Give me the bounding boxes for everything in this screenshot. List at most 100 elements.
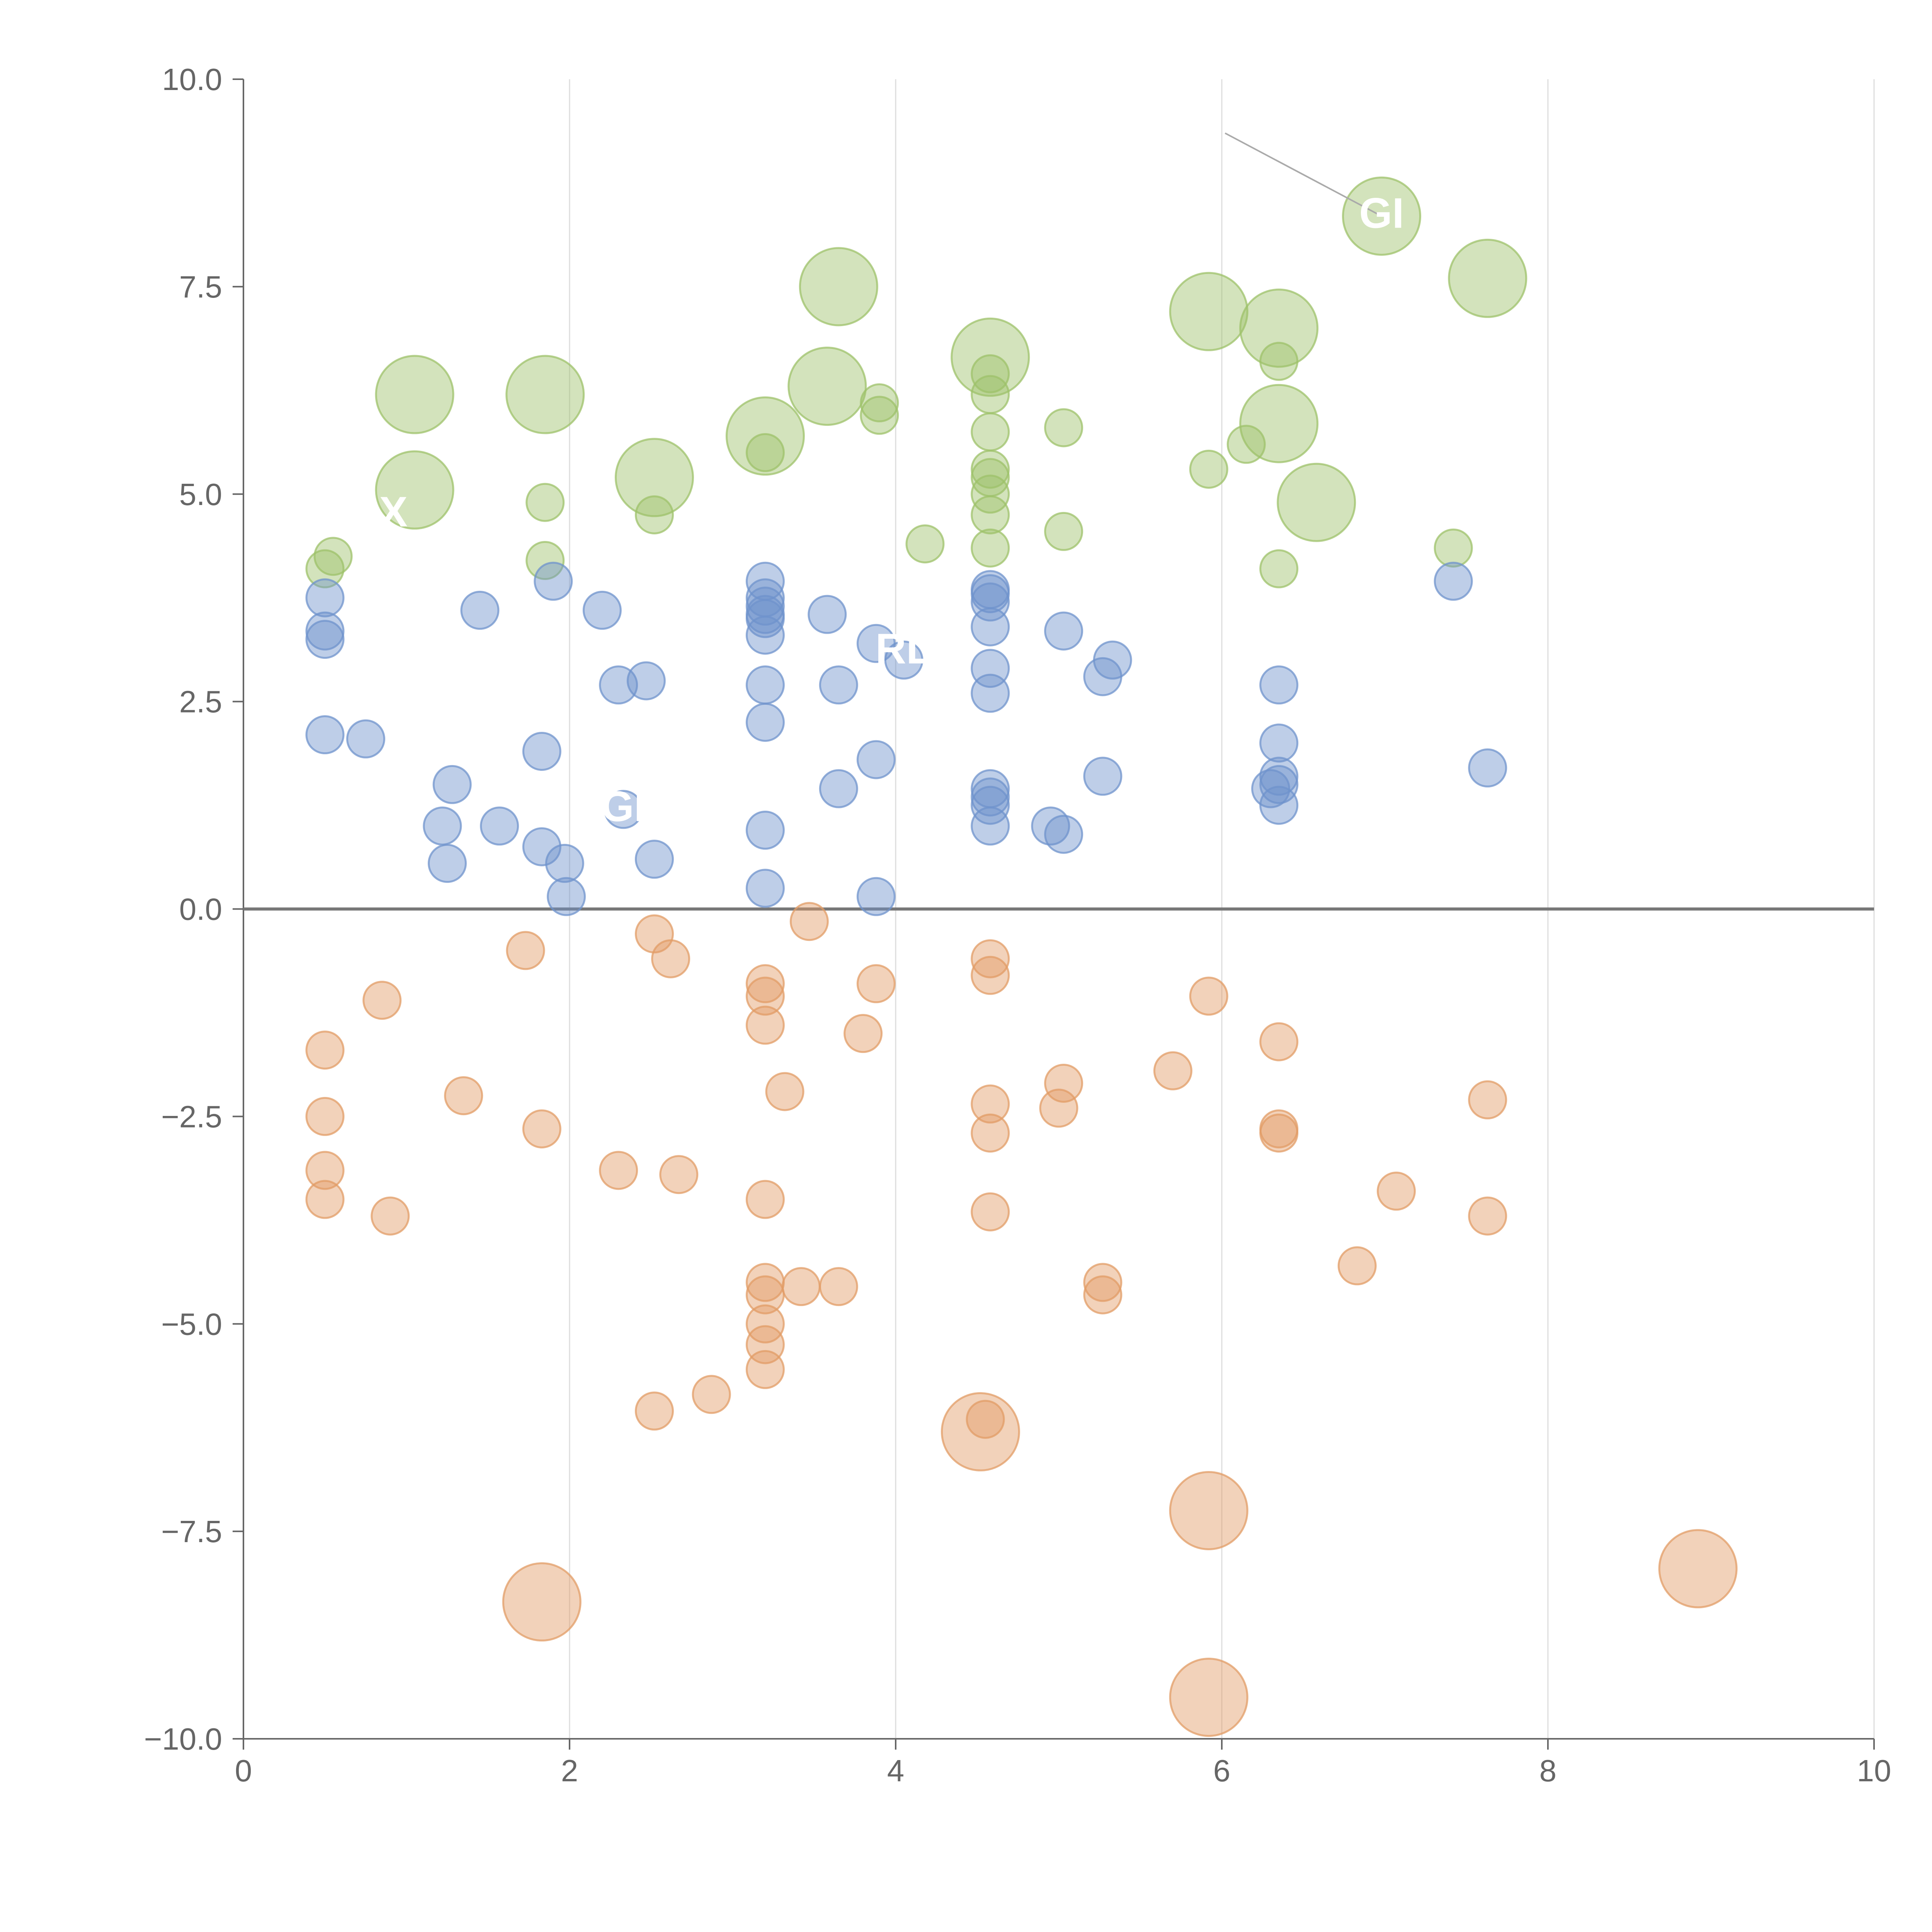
- orange-bubble: [506, 931, 545, 970]
- blue-bubble: [634, 840, 674, 879]
- blue-bubble: [745, 587, 785, 626]
- green-bubble: [971, 375, 1010, 414]
- green-bubble: [526, 483, 565, 522]
- orange-bubble: [1658, 1529, 1738, 1609]
- blue-bubble: [547, 877, 586, 916]
- blue-bubble: [971, 574, 1010, 613]
- blue-bubble: [856, 740, 896, 779]
- blue-bubble: [971, 607, 1010, 646]
- blue-bubble: [480, 806, 519, 846]
- green-bubble: [971, 528, 1010, 568]
- blue-bubble: [819, 769, 858, 808]
- orange-bubble: [1083, 1275, 1122, 1315]
- blue-bubble: [305, 620, 345, 659]
- green-bubble: [1277, 463, 1356, 542]
- point-annotations: GI RL GI X: [379, 132, 1404, 830]
- blue-bubble: [1044, 611, 1083, 651]
- orange-bubble: [502, 1562, 582, 1642]
- orange-bubble: [971, 956, 1010, 995]
- orange-bubble: [362, 981, 402, 1020]
- green-bubble: [787, 347, 867, 426]
- blue-bubble: [745, 616, 785, 655]
- orange-bubble: [634, 1391, 674, 1431]
- blue-bubble: [1093, 640, 1132, 680]
- orange-bubble: [745, 1304, 785, 1344]
- blue-bubble: [1468, 748, 1507, 787]
- blue-bubble: [522, 731, 561, 771]
- orange-bubble: [745, 964, 785, 1003]
- blue-bubble: [808, 595, 847, 634]
- blue-bubble: [745, 869, 785, 908]
- blue-bubble: [745, 810, 785, 850]
- blue-bubble: [856, 877, 896, 916]
- bubble-label: RL: [876, 625, 932, 673]
- blue-bubble: [971, 777, 1010, 817]
- green-bubble: [526, 541, 565, 580]
- orange-bubble: [856, 964, 896, 1003]
- green-bubble: [614, 438, 694, 517]
- orange-bubble: [745, 1005, 785, 1045]
- blue-bubble: [971, 786, 1010, 825]
- orange-bubble: [371, 1196, 410, 1236]
- green-bubble: [799, 247, 878, 327]
- blue-bubble: [1434, 561, 1473, 601]
- blue-bubble: [745, 702, 785, 742]
- blue-bubble: [971, 673, 1010, 713]
- x-tick-label: 4: [887, 1753, 905, 1788]
- orange-bubble: [1039, 1088, 1078, 1128]
- green-bubble: [905, 524, 945, 564]
- blue-bubble: [423, 806, 462, 846]
- blue-bubble: [1044, 815, 1083, 854]
- orange-bubble: [692, 1375, 731, 1414]
- green-bubble: [375, 355, 454, 434]
- y-tick-label: −7.5: [161, 1514, 222, 1549]
- orange-bubble: [651, 939, 690, 978]
- orange-bubble: [634, 914, 674, 954]
- green-bubble: [1448, 238, 1527, 318]
- blue-bubble: [1259, 786, 1299, 825]
- blue-bubble: [346, 719, 385, 759]
- orange-bubble: [745, 976, 785, 1016]
- blue-bubble: [305, 578, 345, 617]
- orange-bubble: [599, 1151, 638, 1190]
- orange-bubble: [971, 1084, 1010, 1124]
- green-bubble: [505, 355, 585, 434]
- y-tick-label: −2.5: [161, 1099, 222, 1134]
- blue-bubble: [745, 599, 785, 638]
- blue-bubble: [884, 640, 923, 680]
- orange-bubble: [1169, 1658, 1248, 1737]
- blue-bubble: [971, 806, 1010, 846]
- orange-bubble: [659, 1155, 699, 1194]
- orange-bubble: [971, 939, 1010, 978]
- orange-bubble: [971, 1113, 1010, 1153]
- orange-bubble: [305, 1097, 345, 1136]
- green-bubble: [1434, 528, 1473, 568]
- blue-bubble: [305, 715, 345, 755]
- y-tick-label: 5.0: [179, 477, 222, 512]
- y-tick-label: 2.5: [179, 685, 222, 719]
- orange-bubble: [765, 1072, 804, 1111]
- orange-bubble: [789, 902, 829, 941]
- orange-bubble: [1259, 1113, 1299, 1153]
- orange-bubble: [522, 1109, 561, 1149]
- data-points: [305, 176, 1738, 1737]
- green-bubble: [971, 412, 1010, 452]
- y-tick-label: 0.0: [179, 892, 222, 927]
- blue-bubble: [745, 665, 785, 705]
- orange-bubble: [1189, 976, 1228, 1016]
- green-bubble: [1044, 512, 1083, 551]
- green-bubble: [1169, 272, 1248, 351]
- y-tick-label: −5.0: [161, 1307, 222, 1341]
- orange-bubble: [745, 1180, 785, 1219]
- blue-bubble: [534, 561, 573, 601]
- x-tick-label: 2: [561, 1753, 578, 1788]
- x-tick-label: 0: [235, 1753, 252, 1788]
- tick-labels: 0 2 4 6 8 10 10.0 7.5 5.0 2.5 0.0 −2.5 −5.0 −7.5 −10.0: [144, 62, 1891, 1788]
- green-bubble: [1259, 549, 1299, 588]
- blue-bubble: [819, 665, 858, 705]
- blue-bubble: [305, 611, 345, 651]
- orange-bubble: [819, 1267, 858, 1306]
- orange-bubble: [966, 1400, 1005, 1439]
- green-bubble: [1259, 342, 1299, 381]
- blue-bubble: [1259, 723, 1299, 763]
